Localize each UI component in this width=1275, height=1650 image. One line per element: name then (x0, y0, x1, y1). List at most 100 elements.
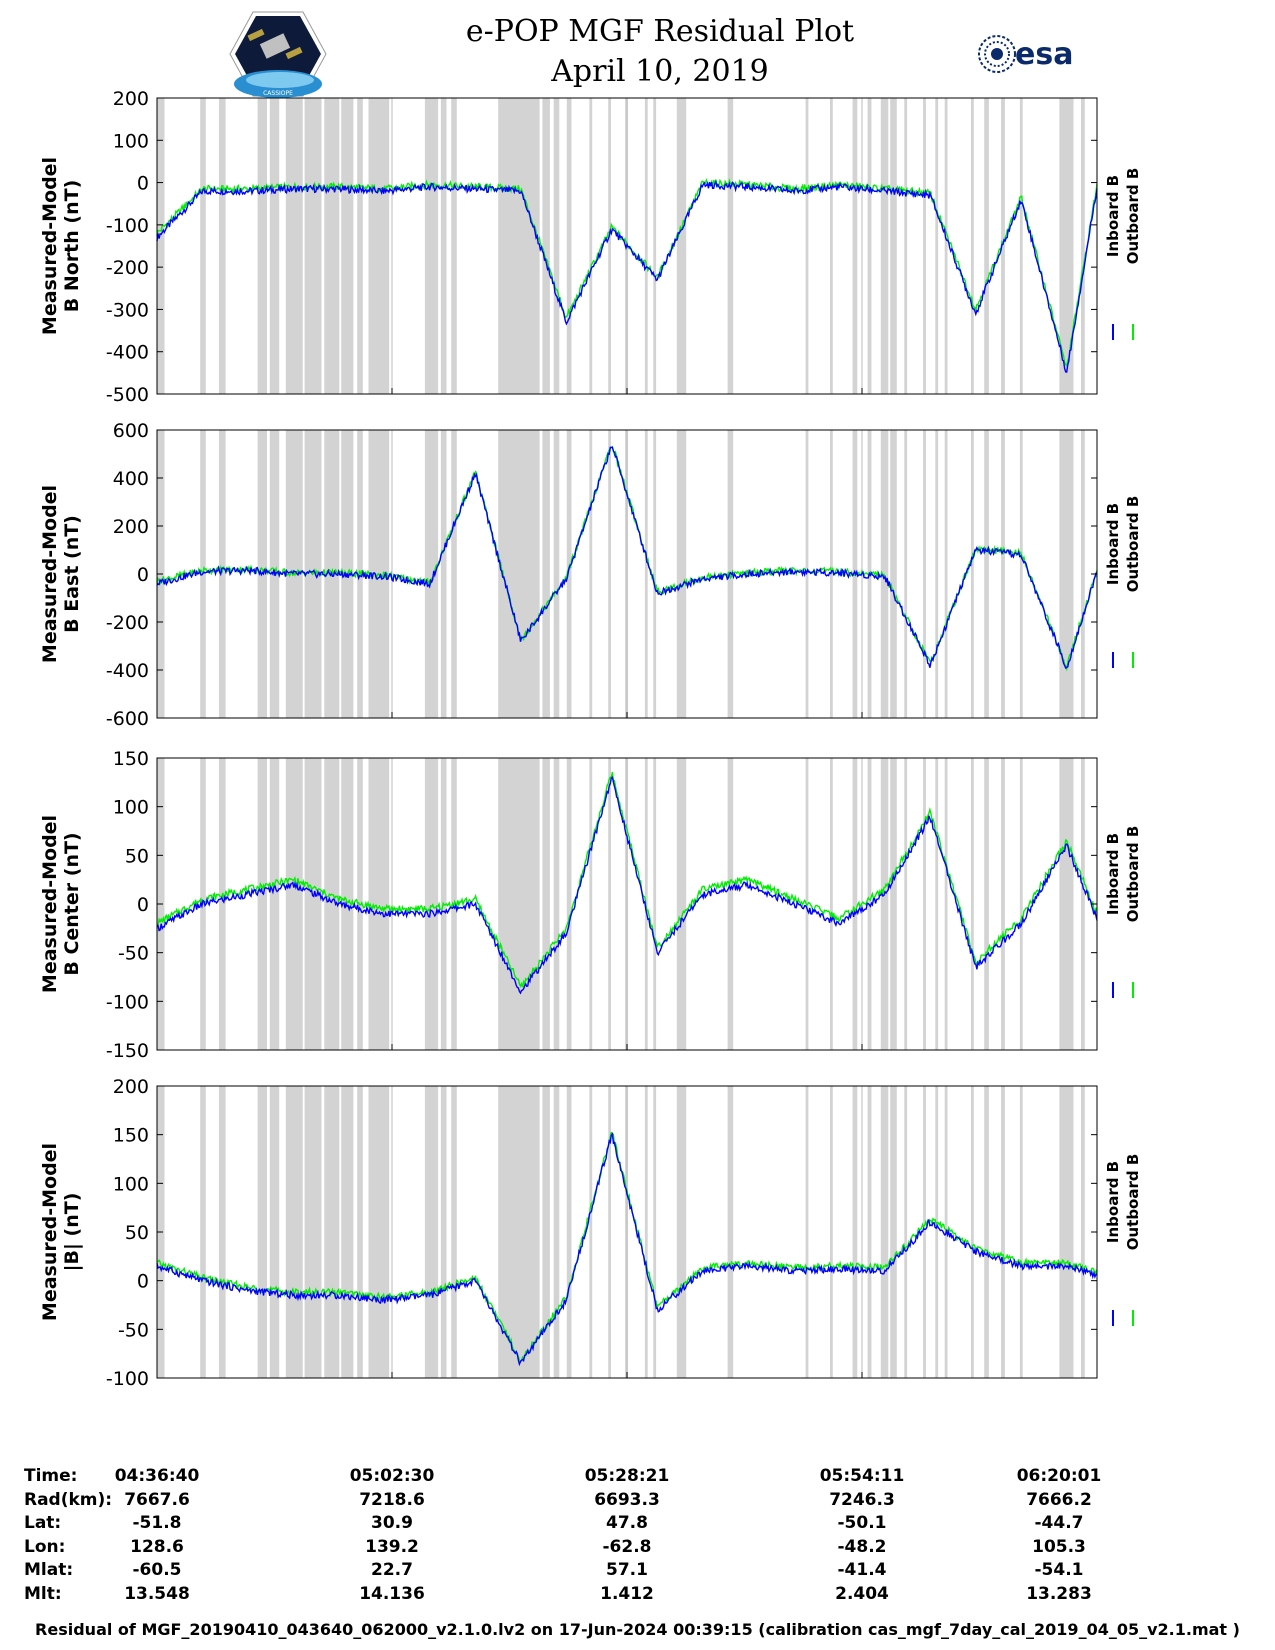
ytick-label-3-4: 0 (137, 1271, 149, 1293)
gap-band-0-1 (200, 98, 206, 394)
gap-band-0-33 (935, 98, 939, 394)
info-value-lon-2: -62.8 (602, 1536, 652, 1557)
legend-outboard-label-2: Outboard B (1124, 826, 1142, 923)
gap-band-0-15 (542, 98, 550, 394)
ylabel-line-2-1: B Center (nT) (61, 832, 83, 975)
gap-band-0-39 (1059, 98, 1074, 394)
ylabel-line-3-0: Measured-Model (39, 1143, 61, 1321)
gap-band-2-37 (1001, 758, 1005, 1050)
plot-date: April 10, 2019 (551, 54, 769, 89)
ytick-label-3-3: 50 (125, 1222, 149, 1244)
gap-band-2-27 (852, 758, 858, 1050)
gap-band-0-8 (341, 98, 354, 394)
gap-band-2-33 (935, 758, 939, 1050)
gap-band-1-31 (904, 430, 908, 718)
info-value-lat-4: -44.7 (1034, 1513, 1084, 1533)
legend-inboard-label-0: Inboard B (1104, 175, 1122, 257)
info-value-lat-3: -50.1 (837, 1513, 887, 1533)
legend-outboard-label-1: Outboard B (1124, 496, 1142, 593)
info-row-time: Time: 04:36:40 05:02:30 05:28:21 05:54:11 06:… (0, 1466, 1275, 1490)
gap-band-0-18 (589, 98, 593, 394)
gap-band-3-4 (269, 1086, 280, 1378)
gap-band-1-34 (944, 430, 948, 718)
gap-band-2-36 (984, 758, 989, 1050)
info-value-lon-0: 128.6 (130, 1536, 184, 1557)
gap-band-2-8 (341, 758, 354, 1050)
ytick-label-2-1: 100 (113, 797, 149, 819)
gap-band-3-40 (1081, 1086, 1085, 1378)
ytick-label-1-6: -600 (106, 708, 149, 730)
gap-band-0-31 (904, 98, 908, 394)
gap-band-1-33 (935, 430, 939, 718)
gap-band-2-35 (971, 758, 974, 1050)
series-line-inboard-1 (156, 446, 1098, 670)
gap-band-0-0 (157, 98, 165, 394)
gap-band-3-3 (257, 1086, 267, 1378)
gap-band-3-15 (542, 1086, 550, 1378)
gap-band-3-29 (880, 1086, 889, 1378)
gap-band-1-21 (644, 430, 648, 718)
gap-band-0-19 (608, 98, 611, 394)
gap-band-3-16 (553, 1086, 560, 1378)
gap-band-3-9 (357, 1086, 363, 1378)
gap-band-2-10 (368, 758, 390, 1050)
info-value-time-1: 05:02:30 (349, 1466, 435, 1486)
series-line-inboard-2 (156, 776, 1098, 995)
gap-band-0-22 (653, 98, 657, 394)
info-value-rad-4: 7666.2 (1026, 1489, 1092, 1510)
ytick-label-1-2: 200 (113, 516, 149, 538)
gap-band-1-13 (451, 430, 457, 718)
gap-band-0-35 (971, 98, 974, 394)
ylabel-line-3-1: |B| (nT) (61, 1193, 83, 1272)
info-value-time-4: 06:20:01 (1016, 1466, 1102, 1486)
gap-band-3-26 (830, 1086, 833, 1378)
gap-band-0-29 (880, 98, 889, 394)
gap-band-1-32 (923, 430, 926, 718)
gap-band-0-28 (867, 98, 872, 394)
gap-band-1-2 (219, 430, 226, 718)
gap-band-3-23 (676, 1086, 687, 1378)
plot-title: e-POP MGF Residual Plot (465, 14, 855, 49)
info-value-lon-3: -48.2 (837, 1536, 887, 1557)
info-value-mlat-3: -41.4 (837, 1560, 887, 1580)
gap-band-3-19 (608, 1086, 611, 1378)
gap-band-1-19 (608, 430, 611, 718)
ytick-label-0-5: -300 (106, 299, 149, 321)
gap-band-2-38 (1019, 758, 1023, 1050)
gap-band-0-6 (304, 98, 322, 394)
ytick-label-1-3: 0 (137, 564, 149, 586)
gap-band-1-39 (1059, 430, 1074, 718)
gap-band-0-10 (368, 98, 390, 394)
residual-charts: 2001000-100-200-300-400-500Measured-Mode… (39, 88, 1142, 1390)
gap-band-1-12 (440, 430, 447, 718)
info-value-mlt-3: 2.404 (835, 1583, 889, 1604)
info-value-rad-1: 7218.6 (359, 1489, 425, 1510)
gap-band-2-6 (304, 758, 322, 1050)
gap-band-1-18 (589, 430, 593, 718)
gap-band-0-26 (830, 98, 833, 394)
info-value-lon-4: 105.3 (1032, 1536, 1086, 1557)
gap-band-2-24 (727, 758, 734, 1050)
gap-band-0-25 (805, 98, 809, 394)
info-value-mlat-2: 57.1 (606, 1560, 648, 1580)
info-value-mlt-1: 14.136 (359, 1583, 425, 1604)
gap-band-3-35 (971, 1086, 974, 1378)
gap-band-2-18 (589, 758, 593, 1050)
info-label-lon: Lon: (24, 1536, 66, 1557)
info-value-time-3: 05:54:11 (819, 1466, 905, 1486)
gap-band-3-37 (1001, 1086, 1005, 1378)
gap-band-0-21 (644, 98, 648, 394)
info-value-mlat-1: 22.7 (371, 1560, 413, 1580)
gap-band-0-32 (923, 98, 926, 394)
gap-band-0-7 (324, 98, 340, 394)
gap-band-0-16 (553, 98, 560, 394)
gap-band-3-2 (219, 1086, 226, 1378)
gap-band-2-32 (923, 758, 926, 1050)
orbit-info-table: Time: 04:36:40 05:02:30 05:28:21 05:54:11 06:… (0, 1466, 1275, 1626)
ytick-label-2-6: -150 (106, 1040, 149, 1062)
info-value-time-2: 05:28:21 (584, 1466, 670, 1486)
gap-band-3-21 (644, 1086, 648, 1378)
gap-band-3-8 (341, 1086, 354, 1378)
ytick-label-2-5: -100 (106, 991, 149, 1013)
ytick-label-3-0: 200 (113, 1076, 149, 1098)
